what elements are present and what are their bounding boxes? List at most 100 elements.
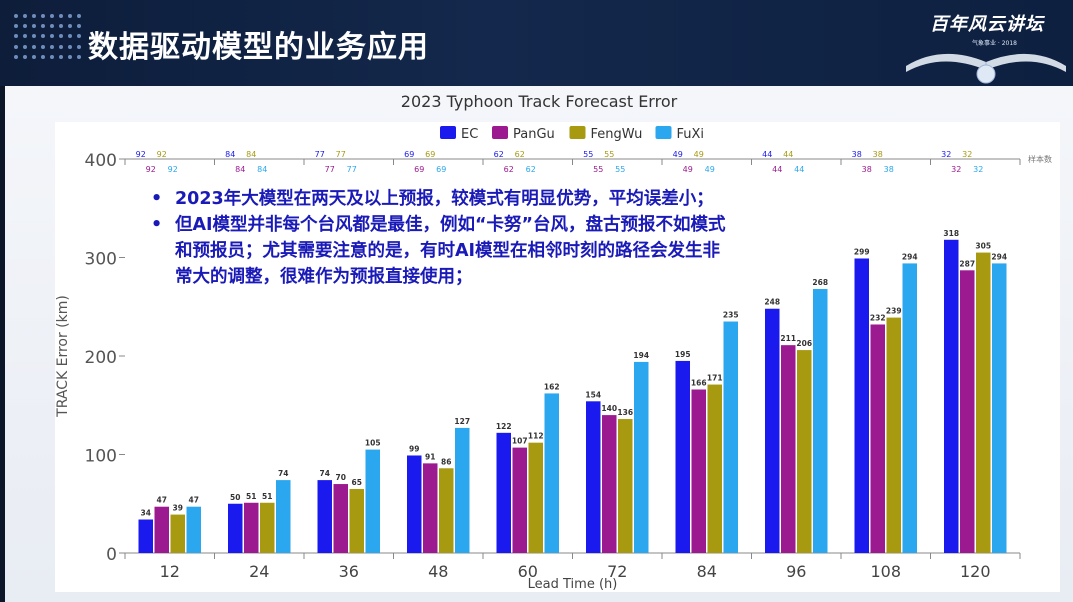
- bar-value-label: 39: [173, 504, 183, 513]
- note-item: • 2023年大模型在两天及以上预报，较模式有明显优势，平均误差小；: [135, 186, 735, 212]
- bar-pangu: [334, 484, 349, 553]
- sample-count-label: 62: [504, 165, 514, 174]
- bar-value-label: 154: [585, 390, 601, 399]
- bar-pangu: [692, 389, 707, 553]
- sample-count-label: 77: [347, 165, 357, 174]
- bar-pangu: [602, 415, 617, 553]
- bar-value-label: 305: [975, 242, 991, 251]
- sample-count-label: 77: [336, 150, 346, 159]
- sample-count-label: 32: [962, 150, 972, 159]
- legend-swatch-fengwu: [570, 126, 586, 139]
- bar-fengwu: [529, 443, 544, 553]
- sample-count-label: 38: [873, 150, 883, 159]
- legend-label: FengWu: [591, 127, 643, 142]
- x-tick-label: 48: [428, 562, 448, 581]
- sample-count-label: 92: [157, 150, 167, 159]
- y-axis-label: TRACK Error (km): [55, 295, 71, 418]
- bar-fuxi: [455, 428, 470, 553]
- sample-count-label: 77: [325, 165, 335, 174]
- sample-count-label: 69: [414, 165, 424, 174]
- bar-pangu: [960, 270, 975, 553]
- legend-label: PanGu: [513, 127, 555, 142]
- sample-count-label: 49: [683, 165, 693, 174]
- bar-value-label: 70: [336, 473, 346, 482]
- legend-label: FuXi: [677, 127, 705, 142]
- sample-count-label: 84: [235, 165, 245, 174]
- sample-count-label: 38: [884, 165, 894, 174]
- sample-count-label: 55: [604, 150, 614, 159]
- y-tick-label: 400: [85, 151, 117, 171]
- x-axis-label: Lead Time (h): [528, 577, 618, 592]
- sample-count-label: 38: [852, 150, 862, 159]
- bar-ec: [676, 361, 691, 553]
- slide-header: 数据驱动模型的业务应用 百年风云讲坛 气象事业 · 2018: [0, 0, 1073, 86]
- sample-count-label: 92: [136, 150, 146, 159]
- bar-value-label: 268: [812, 278, 828, 287]
- bar-fengwu: [439, 468, 454, 553]
- bar-ec: [765, 309, 780, 553]
- bar-ec: [855, 258, 870, 553]
- sample-count-label: 69: [436, 165, 446, 174]
- x-tick-label: 84: [697, 562, 717, 581]
- bar-value-label: 195: [675, 350, 691, 359]
- bar-ec: [228, 504, 243, 553]
- bar-fuxi: [813, 289, 828, 553]
- bar-fuxi: [276, 480, 291, 553]
- bar-value-label: 294: [902, 252, 918, 261]
- legend-swatch-pangu: [492, 126, 508, 139]
- bar-pangu: [423, 463, 438, 553]
- logo-subtext: 气象事业 · 2018: [972, 38, 1017, 47]
- bar-ec: [139, 520, 154, 553]
- sample-count-label: 55: [583, 150, 593, 159]
- bar-value-label: 105: [365, 439, 381, 448]
- x-tick-label: 24: [249, 562, 269, 581]
- sample-count-label: 49: [673, 150, 683, 159]
- bar-value-label: 91: [425, 452, 435, 461]
- bar-pangu: [871, 324, 886, 553]
- bar-fuxi: [634, 362, 649, 553]
- bar-value-label: 51: [246, 492, 256, 501]
- bar-fuxi: [724, 322, 739, 553]
- note-bullet: •: [151, 186, 162, 212]
- bar-value-label: 74: [320, 469, 330, 478]
- sample-count-caption: 样本数: [1028, 154, 1052, 164]
- bar-value-label: 99: [409, 444, 419, 453]
- bar-pangu: [781, 345, 796, 553]
- bar-value-label: 112: [528, 432, 544, 441]
- sample-count-label: 44: [783, 150, 793, 159]
- sample-count-label: 44: [794, 165, 804, 174]
- sample-count-label: 55: [615, 165, 625, 174]
- legend-swatch-ec: [440, 126, 456, 139]
- bar-fengwu: [708, 385, 723, 553]
- bar-fengwu: [887, 318, 902, 553]
- slide-title: 数据驱动模型的业务应用: [88, 22, 429, 66]
- sample-count-label: 84: [257, 165, 267, 174]
- legend-swatch-fuxi: [656, 126, 672, 139]
- bar-fengwu: [350, 489, 365, 553]
- bar-value-label: 47: [157, 496, 167, 505]
- sample-count-label: 84: [225, 150, 235, 159]
- sample-count-label: 69: [404, 150, 414, 159]
- bar-pangu: [155, 507, 170, 553]
- lecture-logo: 百年风云讲坛 气象事业 · 2018: [902, 4, 1070, 84]
- bar-value-label: 127: [454, 417, 470, 426]
- bar-ec: [318, 480, 333, 553]
- sample-count-label: 62: [526, 165, 536, 174]
- bar-value-label: 140: [601, 404, 617, 413]
- x-tick-label: 108: [870, 562, 901, 581]
- sample-count-label: 32: [973, 165, 983, 174]
- y-tick-label: 200: [85, 348, 117, 368]
- annotation-notes: • 2023年大模型在两天及以上预报，较模式有明显优势，平均误差小； • 但AI…: [135, 186, 735, 290]
- sample-count-label: 84: [246, 150, 256, 159]
- bar-fengwu: [260, 503, 275, 553]
- bar-fuxi: [187, 507, 202, 553]
- bar-fuxi: [366, 450, 381, 553]
- bar-value-label: 171: [707, 374, 723, 383]
- sample-count-label: 55: [593, 165, 603, 174]
- x-tick-label: 12: [160, 562, 180, 581]
- x-tick-label: 96: [786, 562, 806, 581]
- slide-body: 2023 Typhoon Track Forecast Error 0 100 20…: [5, 86, 1073, 602]
- bar-fuxi: [903, 263, 918, 553]
- x-tick-label: 36: [339, 562, 359, 581]
- y-tick-label: 100: [85, 447, 117, 467]
